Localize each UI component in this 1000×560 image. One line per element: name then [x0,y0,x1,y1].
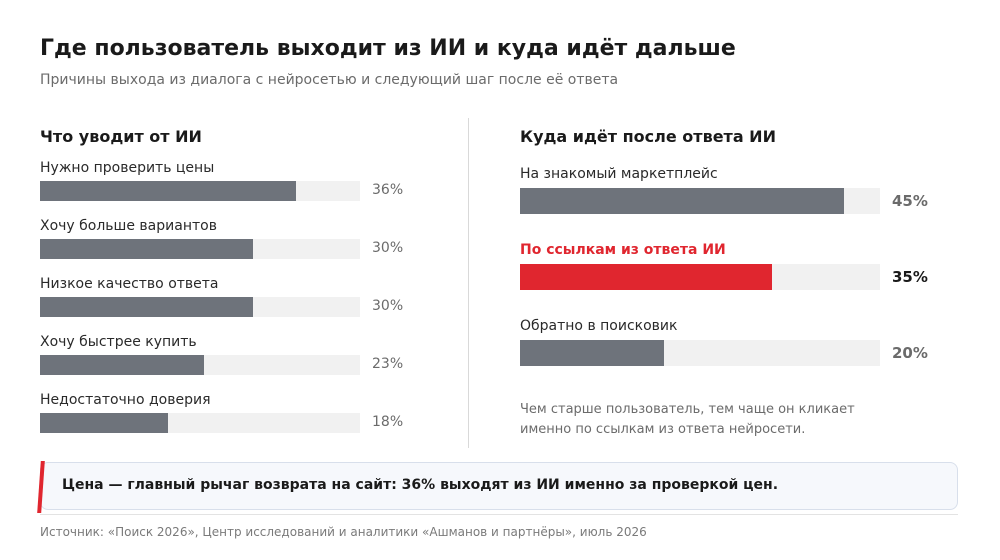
bar [40,297,254,317]
bar-value-label: 20% [892,344,928,362]
bar-label: Нужно проверить цены [40,160,215,176]
bar-label: Недостаточно доверия [40,392,211,408]
page-title: Где пользователь выходит из ИИ и куда ид… [40,36,736,61]
right-chart-title: Куда идёт после ответа ИИ [520,127,776,146]
bar-value-label: 36% [372,182,404,198]
bar-label: На знакомый маркетплейс [520,166,718,182]
callout-text: Цена — главный рычаг возврата на сайт: 3… [62,477,779,493]
bar [520,340,664,366]
callout-accent-bar [37,461,45,513]
bar-track [520,188,880,214]
bar-value-label: 35% [892,268,928,286]
bar-label: Обратно в поисковик [520,318,678,334]
source-caption: Источник: «Поиск 2026», Центр исследован… [40,525,647,539]
bar-track [520,264,880,290]
bar [40,181,296,201]
bar-value-label: 30% [372,298,404,314]
key-insight-callout: Цена — главный рычаг возврата на сайт: 3… [37,461,958,513]
bar [520,264,772,290]
source-divider [40,514,958,515]
bar-label: Хочу быстрее купить [40,334,197,350]
bar [40,355,204,375]
panel-divider [468,118,469,448]
bar-value-label: 23% [372,356,404,372]
bar-track [40,297,360,317]
bar [40,239,254,259]
bar-track [520,340,880,366]
bar-value-label: 45% [892,192,928,210]
left-chart-title: Что уводит от ИИ [40,127,202,146]
page-subtitle: Причины выхода из диалога с нейросетью и… [40,72,619,88]
bar-label: Низкое качество ответа [40,276,219,292]
bar [40,413,168,433]
bar-track [40,355,360,375]
bar-value-label: 18% [372,414,404,430]
bar-value-label: 30% [372,240,404,256]
bar [520,188,844,214]
bar-label: По ссылкам из ответа ИИ [520,242,726,258]
bar-track [40,181,360,201]
bar-track [40,413,360,433]
bar-track [40,239,360,259]
bar-label: Хочу больше вариантов [40,218,217,234]
chart-note: Чем старше пользователь, тем чаще он кли… [520,402,855,437]
